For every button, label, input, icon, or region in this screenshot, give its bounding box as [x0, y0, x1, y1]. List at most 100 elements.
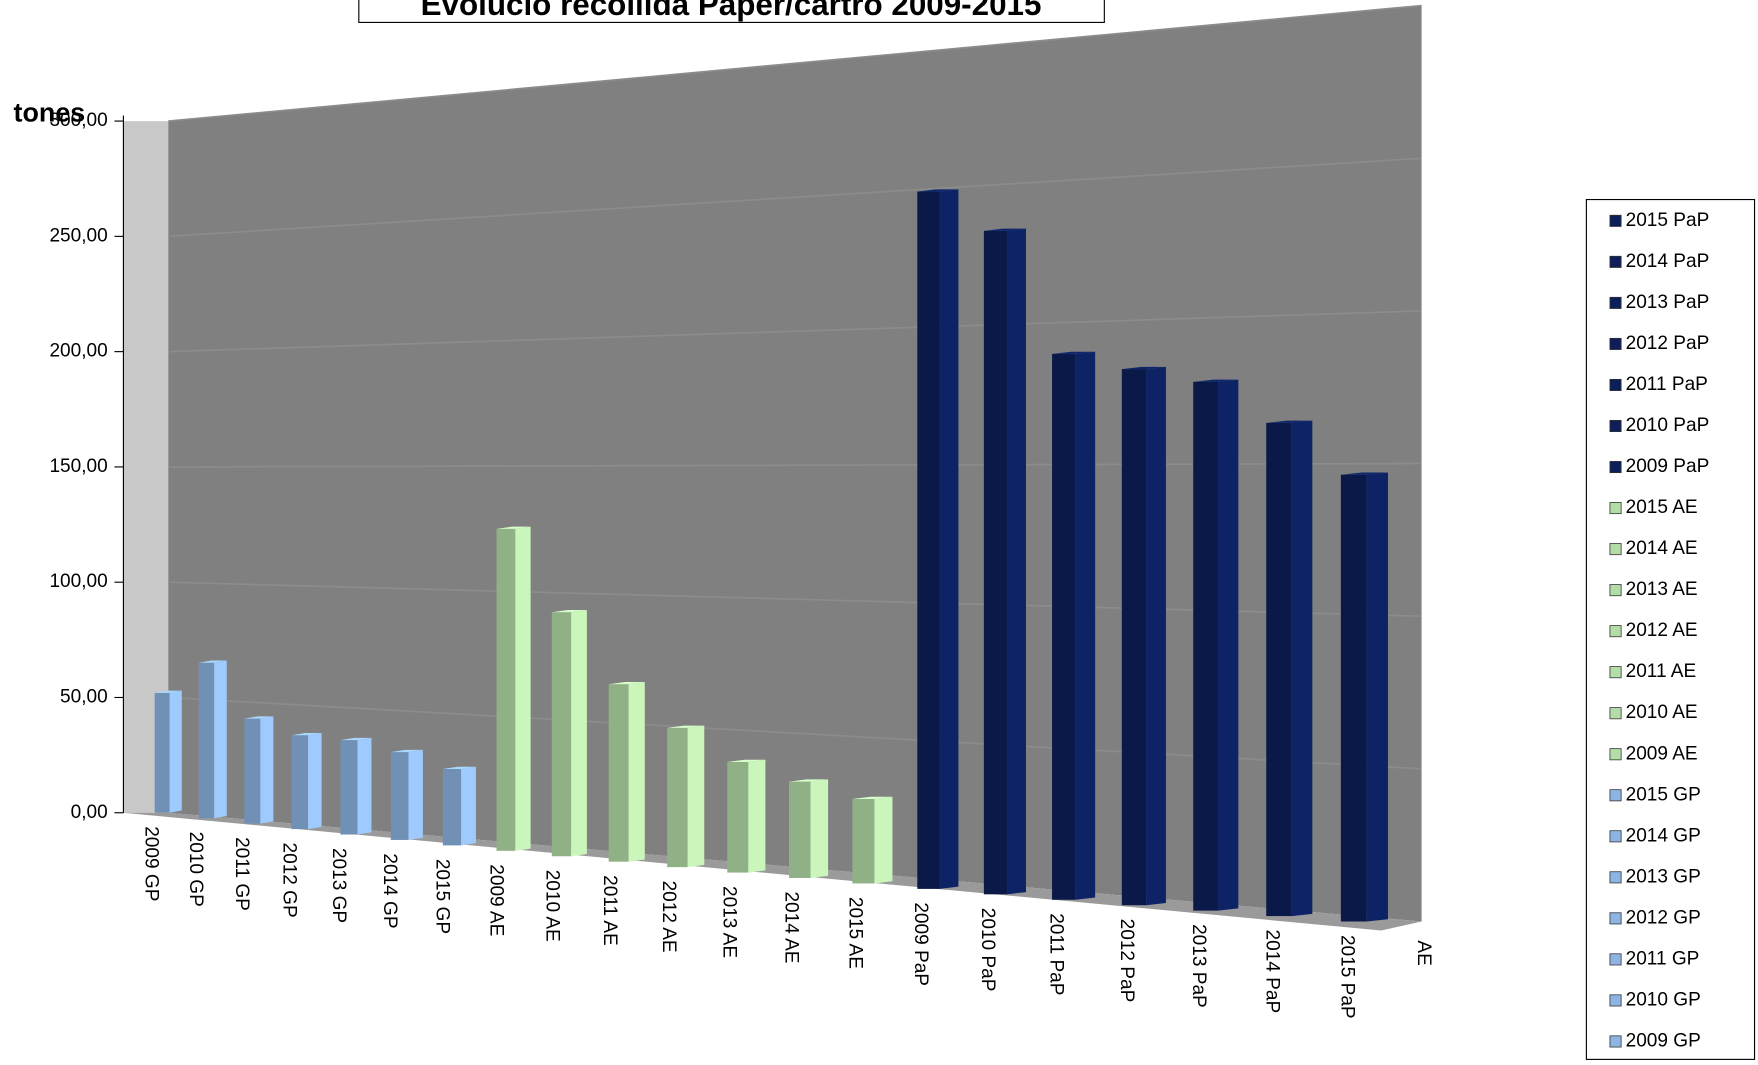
legend-swatch	[1609, 830, 1622, 843]
legend-swatch	[1609, 994, 1622, 1007]
bar-top	[442, 766, 476, 769]
x-tick-label: 2011 AE	[599, 875, 620, 946]
legend-swatch	[1609, 296, 1622, 309]
bar-side	[628, 682, 645, 862]
bar-side	[1146, 366, 1166, 906]
legend-label: 2013 AE	[1626, 579, 1698, 600]
x-tick-label: 2012 AE	[658, 881, 679, 953]
bar-side	[874, 796, 893, 884]
bar	[608, 684, 629, 862]
bar	[667, 727, 688, 868]
x-tick-label: 2009 GP	[140, 826, 161, 901]
bar-side	[687, 725, 705, 868]
x-tick-label: 2014 GP	[379, 853, 400, 928]
bar-top	[340, 737, 372, 741]
bar-top	[198, 660, 227, 663]
bar-side	[939, 189, 959, 889]
x-tick-label: 2010 AE	[541, 870, 562, 942]
legend-label: 2014 GP	[1626, 825, 1701, 846]
bar	[789, 781, 811, 879]
legend-swatch	[1609, 214, 1622, 227]
bar-side	[357, 737, 372, 835]
bar-side	[308, 732, 322, 830]
legend-label: 2014 AE	[1626, 538, 1698, 559]
x-tick-label: 2013 PaP	[1188, 924, 1209, 1008]
bar-top	[1266, 420, 1313, 423]
bar	[154, 692, 170, 813]
bar-top	[789, 779, 829, 782]
legend-label: 2009 AE	[1626, 743, 1698, 764]
legend-swatch	[1609, 871, 1622, 884]
bar-top	[1193, 379, 1239, 382]
bar	[1052, 353, 1076, 900]
legend-swatch	[1609, 625, 1622, 638]
x-tick-label: 2011 PaP	[1046, 913, 1067, 995]
title-box	[358, 0, 1105, 23]
legend-swatch	[1609, 502, 1622, 515]
bar-top	[1340, 472, 1388, 475]
bar-side	[1218, 379, 1239, 911]
bar-side	[515, 526, 531, 851]
bar-side	[1075, 351, 1096, 900]
bar	[1340, 474, 1367, 922]
x-tick-label: 2015 AE	[844, 897, 865, 969]
bar	[551, 612, 572, 857]
legend-label: 2012 GP	[1626, 907, 1701, 928]
legend-swatch	[1609, 953, 1622, 966]
bar-side	[461, 766, 476, 846]
legend-label: 2010 PaP	[1626, 415, 1710, 436]
bar-top	[496, 526, 531, 529]
bar	[917, 191, 940, 889]
grid-line	[168, 4, 1422, 122]
legend-label: 2015 PaP	[1626, 210, 1710, 231]
x-tick-label: 2013 AE	[718, 886, 739, 958]
legend-swatch	[1609, 461, 1622, 474]
legend-swatch	[1609, 584, 1622, 597]
x-tick-label: 2009 AE	[486, 864, 507, 936]
bar	[496, 528, 516, 851]
legend-label: 2011 GP	[1626, 948, 1700, 969]
bar-side	[1007, 228, 1026, 895]
legend-label: 2015 GP	[1626, 784, 1701, 805]
x-tick-label: 2015 PaP	[1336, 935, 1357, 1019]
back-wall	[168, 5, 1422, 922]
y-tick-label: 300,00	[49, 110, 107, 131]
bar	[390, 752, 409, 840]
bar-top	[667, 725, 705, 728]
chart-title: Evolució recollida Paper/cartró 2009-201…	[421, 0, 1042, 22]
y-tick-label: 0,00	[71, 802, 108, 823]
legend-label: 2009 PaP	[1626, 456, 1710, 477]
y-tick-label: 50,00	[60, 687, 108, 708]
bar-top	[551, 609, 587, 613]
bar-top	[608, 682, 645, 685]
x-tick-label: 2010 PaP	[977, 908, 998, 992]
legend-label: 2011 PaP	[1626, 374, 1708, 395]
x-tick-label: 2013 GP	[328, 848, 349, 923]
y-tick-label: 200,00	[49, 341, 107, 362]
x-tick-label: 2010 GP	[185, 832, 206, 907]
bar-top	[983, 228, 1026, 231]
bar-top	[244, 716, 274, 719]
bar-side	[1366, 472, 1388, 922]
bar-side	[214, 660, 227, 819]
x-tick-label: 2012 GP	[279, 843, 300, 918]
bar	[727, 761, 749, 873]
legend-label: 2010 AE	[1626, 702, 1698, 723]
x-tick-label: AE	[1413, 940, 1434, 965]
side-wall	[123, 121, 169, 813]
legend-label: 2013 GP	[1626, 866, 1701, 887]
bar-side	[571, 609, 587, 857]
bar	[244, 718, 261, 824]
bar	[340, 740, 358, 835]
bar	[983, 230, 1008, 895]
legend-swatch	[1609, 543, 1622, 556]
grid-line	[168, 310, 1422, 353]
bar-top	[154, 690, 182, 693]
bar-top	[917, 189, 959, 192]
bar-side	[748, 759, 766, 873]
y-tick-label: 150,00	[49, 456, 107, 477]
legend-label: 2009 GP	[1626, 1030, 1701, 1051]
bar-side	[810, 779, 829, 879]
